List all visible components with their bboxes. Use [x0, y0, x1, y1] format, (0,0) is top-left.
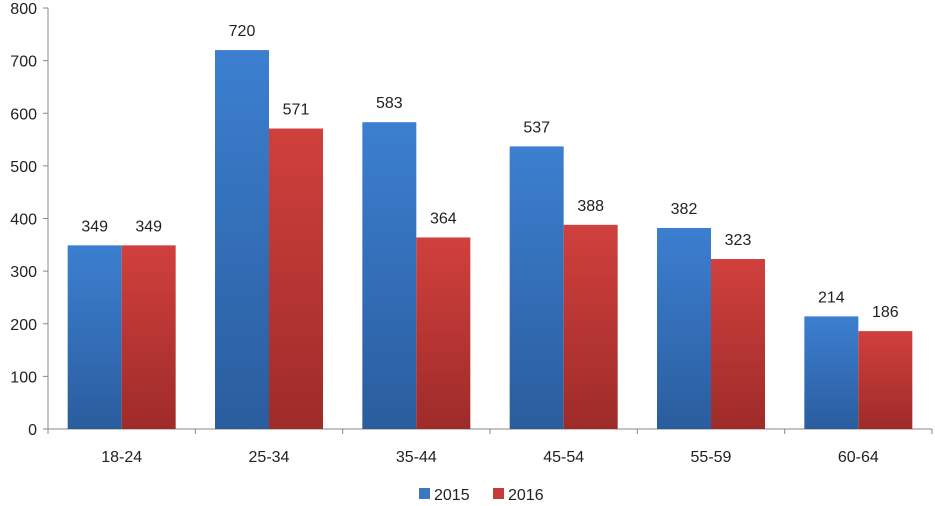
legend-label: 2015	[434, 487, 470, 504]
y-tick-label: 400	[10, 212, 37, 229]
data-label: 388	[577, 198, 604, 215]
bar-2015-55-59	[657, 227, 711, 429]
x-tick-label: 18-24	[101, 449, 142, 466]
y-tick-label: 700	[10, 54, 37, 71]
bars	[67, 50, 913, 430]
y-axis: 0 100 200 300 400 500 600 700 800	[10, 1, 49, 439]
data-label: 571	[283, 102, 310, 119]
y-tick-label: 100	[10, 369, 37, 386]
y-tick-label: 0	[28, 422, 37, 439]
y-tick-label: 200	[10, 317, 37, 334]
bar-2015-35-44	[362, 122, 417, 429]
data-label: 720	[229, 23, 256, 40]
bar-2016-55-59	[711, 259, 765, 429]
legend-label: 2016	[508, 487, 544, 504]
bar-2015-25-34	[215, 50, 269, 429]
x-tick-label: 60-64	[838, 449, 879, 466]
data-label: 382	[671, 201, 698, 218]
data-label: 186	[872, 304, 899, 321]
y-tick-label: 800	[10, 1, 37, 18]
bar-2016-35-44	[416, 237, 471, 429]
bar-2016-45-54	[563, 224, 618, 429]
x-tick-label: 35-44	[396, 449, 437, 466]
y-tick-label: 300	[10, 264, 37, 281]
bar-2016-60-64	[858, 331, 913, 429]
bar-2016-25-34	[269, 128, 323, 430]
legend-swatch-2016	[493, 488, 504, 499]
bar-2015-18-24	[67, 245, 122, 429]
data-labels: 349 349 720 571 583 364 537 388 382 323 214 186	[81, 23, 898, 321]
x-axis: 18-24 25-34 35-44 45-54 55-59 60-64	[47, 428, 933, 466]
y-tick-label: 500	[10, 159, 37, 176]
legend-swatch-2015	[419, 488, 430, 499]
x-tick-label: 25-34	[249, 449, 290, 466]
bar-2016-18-24	[121, 245, 176, 429]
y-tick-label: 600	[10, 106, 37, 123]
bar-2015-60-64	[804, 316, 859, 429]
data-label: 349	[81, 218, 108, 235]
data-label: 214	[818, 289, 845, 306]
legend: 2015 2016	[419, 487, 544, 504]
x-tick-label: 55-59	[691, 449, 732, 466]
data-label: 349	[135, 218, 162, 235]
data-label: 583	[376, 95, 403, 112]
bar-2015-45-54	[509, 146, 564, 429]
x-tick-label: 45-54	[543, 449, 584, 466]
data-label: 323	[725, 232, 752, 249]
data-label: 364	[430, 210, 457, 227]
data-label: 537	[523, 119, 550, 136]
